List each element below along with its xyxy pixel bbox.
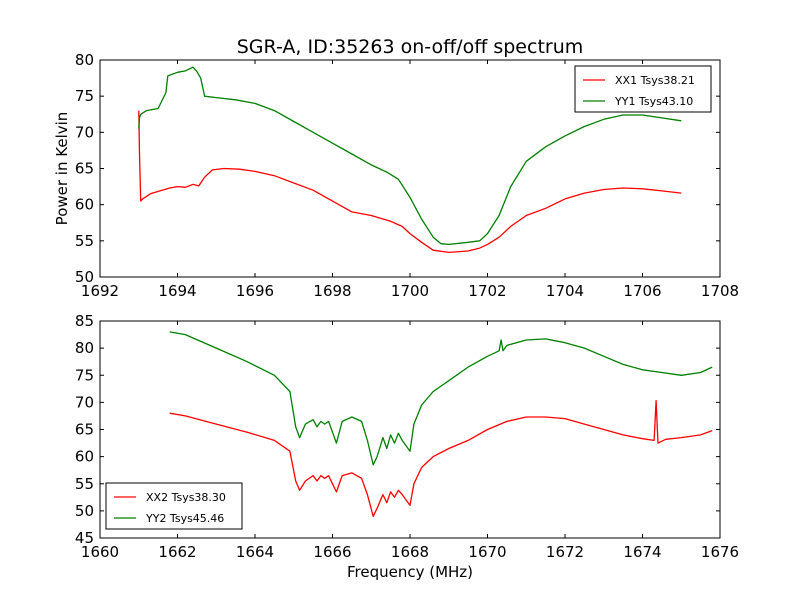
x-tick-label: 1704	[546, 282, 584, 300]
x-axis-label: Frequency (MHz)	[347, 563, 473, 581]
y-tick-label: 60	[75, 448, 94, 466]
x-tick-label: 1668	[391, 543, 429, 561]
legend-label-1: XX1 Tsys38.21	[615, 74, 695, 87]
x-tick-label: 1666	[313, 543, 351, 561]
legend-box	[574, 65, 712, 113]
y-tick-label: 55	[75, 232, 94, 250]
x-tick-label: 1664	[236, 543, 274, 561]
chart-title: SGR-A, ID:35263 on-off/off spectrum	[237, 36, 584, 58]
y-tick-label: 50	[75, 502, 94, 520]
x-tick-label: 1660	[81, 543, 119, 561]
x-tick-label: 1706	[623, 282, 661, 300]
y-tick-label: 70	[75, 123, 94, 141]
y-tick-label: 50	[75, 268, 94, 286]
legend-label-2: YY2 Tsys45.46	[145, 512, 224, 525]
series-line-2	[138, 66, 682, 246]
x-tick-label: 1674	[623, 543, 661, 561]
y-tick-label: 45	[75, 529, 94, 547]
y-tick-label: 70	[75, 393, 94, 411]
y-tick-label: 75	[75, 366, 94, 384]
legend-label-1: XX2 Tsys38.30	[146, 491, 226, 504]
series-line-2	[169, 331, 713, 466]
top-panel: 1692 1694 1696 1698 1700 1702 1704 1706 1708 50 55…	[53, 51, 739, 300]
x-tick-label: 1698	[313, 282, 351, 300]
x-tick-label: 1708	[701, 282, 739, 300]
x-tick-label: 1692	[81, 282, 119, 300]
y-tick-label: 85	[75, 312, 94, 330]
y-tick-label: 65	[75, 421, 94, 439]
x-tick-label: 1702	[468, 282, 506, 300]
x-tick-label: 1676	[701, 543, 739, 561]
series-line-1	[138, 110, 682, 254]
x-tick-label: 1696	[236, 282, 274, 300]
legend-box	[105, 482, 243, 530]
bottom-panel: 1660 1662 1664 1666 1668 1670 1672 1674 1676 45 50…	[75, 312, 739, 581]
series-line-1	[169, 400, 713, 517]
legend-label-2: YY1 Tsys43.10	[614, 95, 693, 108]
y-tick-label: 65	[75, 160, 94, 178]
x-tick-label: 1694	[158, 282, 196, 300]
y-axis-label: Power in Kelvin	[53, 112, 71, 226]
y-tick-label: 75	[75, 87, 94, 105]
x-tick-label: 1662	[158, 543, 196, 561]
y-tick-label: 60	[75, 196, 94, 214]
y-tick-label: 80	[75, 51, 94, 69]
x-tick-label: 1672	[546, 543, 584, 561]
x-tick-label: 1700	[391, 282, 429, 300]
y-tick-label: 55	[75, 475, 94, 493]
x-tick-label: 1670	[468, 543, 506, 561]
y-tick-label: 80	[75, 339, 94, 357]
